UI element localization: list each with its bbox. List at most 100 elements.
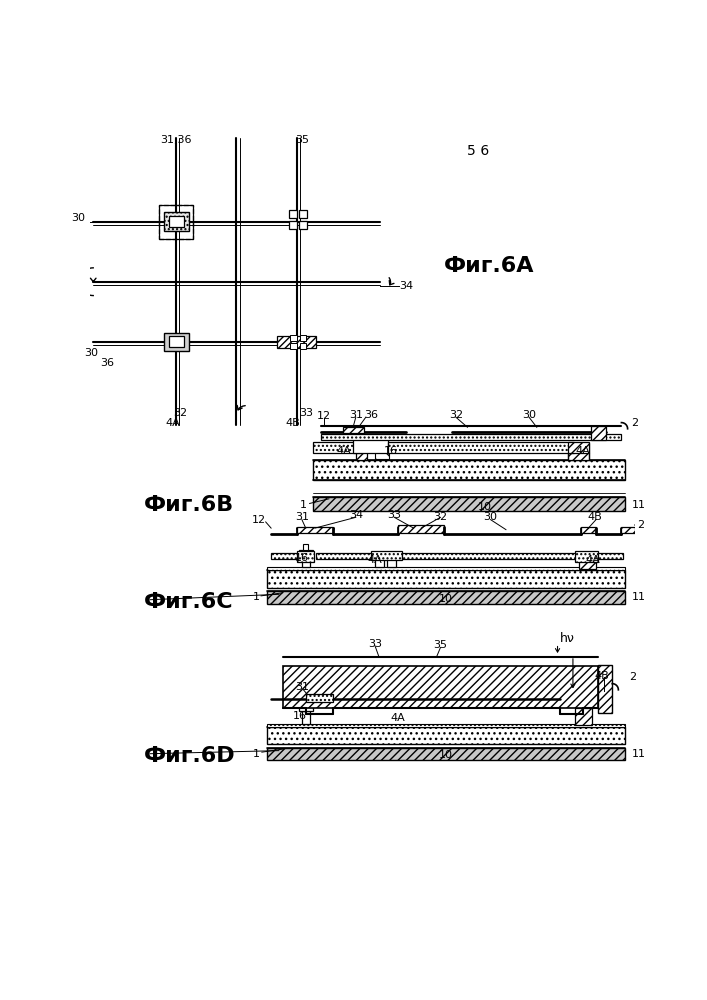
Text: 4A: 4A xyxy=(391,713,406,723)
Bar xyxy=(299,707,312,711)
Bar xyxy=(160,205,193,239)
Text: 34: 34 xyxy=(399,281,413,291)
Text: 4A: 4A xyxy=(575,446,590,456)
Bar xyxy=(164,333,189,351)
Bar xyxy=(267,567,625,570)
Text: 30: 30 xyxy=(71,213,85,223)
Bar xyxy=(267,591,625,604)
Text: 31: 31 xyxy=(349,410,363,420)
Bar xyxy=(568,443,589,460)
Text: 16: 16 xyxy=(383,446,397,456)
Text: 4B: 4B xyxy=(587,512,602,522)
Bar xyxy=(354,437,388,453)
Text: 5 6: 5 6 xyxy=(467,144,490,158)
Text: 12: 12 xyxy=(252,515,266,525)
Text: 16: 16 xyxy=(295,553,309,563)
Text: 30: 30 xyxy=(484,512,498,522)
Bar xyxy=(598,665,612,713)
Bar xyxy=(296,527,333,533)
Text: 16: 16 xyxy=(293,711,307,721)
Text: 4A: 4A xyxy=(585,555,600,565)
Bar xyxy=(313,442,362,453)
Bar xyxy=(621,527,636,533)
Bar xyxy=(300,335,305,341)
Text: 30: 30 xyxy=(85,348,99,358)
Bar xyxy=(160,205,193,239)
Bar xyxy=(305,694,333,702)
Text: Фиг.6B: Фиг.6B xyxy=(144,495,234,515)
Text: 1: 1 xyxy=(252,749,259,759)
Text: 30: 30 xyxy=(522,410,536,420)
Text: 32: 32 xyxy=(173,408,187,418)
Bar xyxy=(267,570,625,588)
Bar xyxy=(169,336,184,347)
Text: 2: 2 xyxy=(637,520,644,530)
Bar xyxy=(313,497,625,511)
Text: hν: hν xyxy=(560,632,575,645)
Bar xyxy=(598,553,623,559)
Text: 36: 36 xyxy=(364,410,378,420)
Bar xyxy=(313,460,625,480)
Bar xyxy=(302,711,310,724)
Text: 4A: 4A xyxy=(368,555,382,565)
Bar xyxy=(590,426,606,440)
Text: 11: 11 xyxy=(631,500,645,510)
Bar xyxy=(375,442,389,459)
Bar xyxy=(388,442,573,453)
Text: 10: 10 xyxy=(439,594,453,604)
Bar xyxy=(288,210,296,218)
Bar xyxy=(568,442,589,453)
Bar xyxy=(267,724,625,727)
Text: 4B: 4B xyxy=(595,671,609,681)
Bar xyxy=(267,748,625,760)
Bar xyxy=(321,434,621,440)
Bar xyxy=(169,216,184,227)
Bar xyxy=(580,527,596,533)
Bar xyxy=(402,553,579,559)
Bar xyxy=(358,440,364,450)
Bar xyxy=(316,553,375,559)
Bar xyxy=(375,554,385,567)
Text: 12: 12 xyxy=(317,411,332,421)
Text: 31,36: 31,36 xyxy=(160,135,192,145)
Text: 10: 10 xyxy=(439,750,453,760)
Bar xyxy=(579,554,596,569)
Text: 11: 11 xyxy=(631,749,645,759)
Bar xyxy=(297,551,314,562)
Bar xyxy=(303,701,308,707)
Text: 31: 31 xyxy=(295,512,309,522)
Bar xyxy=(343,427,364,433)
Text: 31: 31 xyxy=(295,682,309,692)
Text: 2: 2 xyxy=(629,672,636,682)
Bar xyxy=(302,555,310,567)
Text: 4A: 4A xyxy=(165,418,180,428)
Text: 33: 33 xyxy=(299,408,312,418)
Bar xyxy=(291,335,296,341)
Text: 35: 35 xyxy=(296,135,310,145)
Text: Фиг.6D: Фиг.6D xyxy=(144,746,235,766)
Bar xyxy=(299,550,312,555)
Bar xyxy=(575,708,592,725)
Text: 4A: 4A xyxy=(337,446,351,456)
Text: 32: 32 xyxy=(449,410,463,420)
Text: 35: 35 xyxy=(433,640,448,650)
Bar xyxy=(299,210,307,218)
Text: 33: 33 xyxy=(368,639,382,649)
Text: 1: 1 xyxy=(300,500,308,510)
Text: 33: 33 xyxy=(387,510,402,520)
Text: Фиг.6C: Фиг.6C xyxy=(144,592,234,612)
Text: 1: 1 xyxy=(252,592,259,602)
Bar xyxy=(277,336,316,348)
Text: 36: 36 xyxy=(100,358,114,368)
Bar xyxy=(387,557,396,567)
Text: Фиг.6A: Фиг.6A xyxy=(444,256,534,276)
Text: 32: 32 xyxy=(433,512,448,522)
Bar xyxy=(299,221,307,229)
Bar xyxy=(371,551,402,560)
Text: 34: 34 xyxy=(349,510,363,520)
Text: 10: 10 xyxy=(477,502,491,512)
Bar xyxy=(354,434,368,440)
Bar xyxy=(283,666,598,708)
Bar xyxy=(300,343,305,349)
Bar xyxy=(164,212,189,231)
